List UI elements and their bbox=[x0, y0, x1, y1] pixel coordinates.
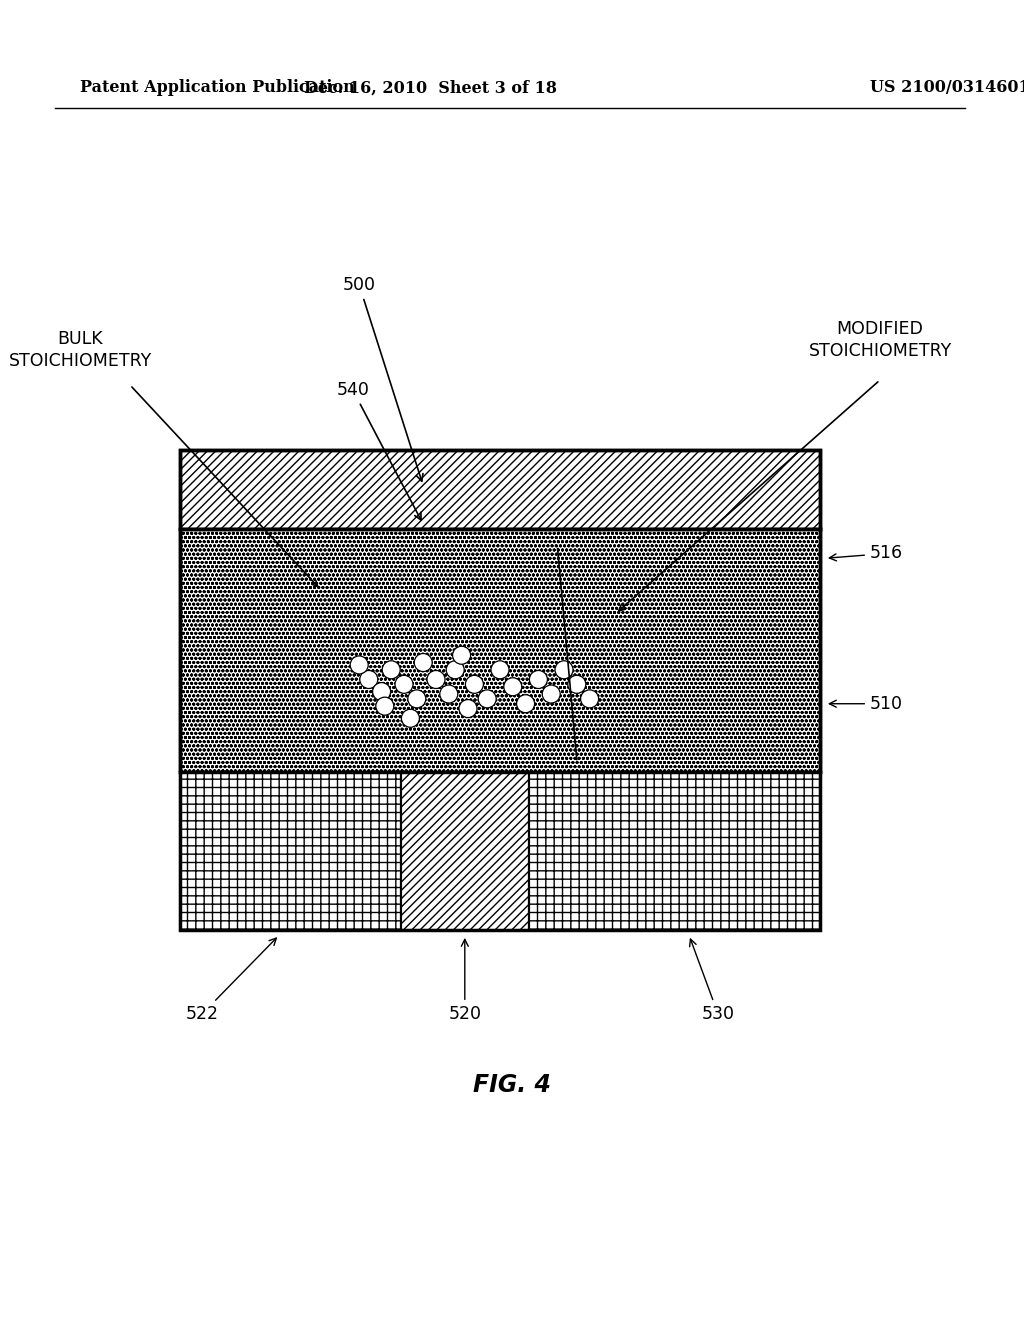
Circle shape bbox=[359, 671, 378, 689]
Text: Dec. 16, 2010  Sheet 3 of 18: Dec. 16, 2010 Sheet 3 of 18 bbox=[303, 79, 556, 96]
Circle shape bbox=[504, 677, 522, 696]
Circle shape bbox=[382, 661, 400, 678]
Circle shape bbox=[453, 647, 471, 664]
Text: 500: 500 bbox=[343, 276, 423, 482]
Circle shape bbox=[427, 671, 445, 689]
Text: 520: 520 bbox=[449, 940, 481, 1023]
Circle shape bbox=[446, 661, 464, 678]
Circle shape bbox=[567, 676, 586, 693]
Circle shape bbox=[395, 676, 413, 693]
Circle shape bbox=[478, 690, 497, 708]
Text: FIG. 4: FIG. 4 bbox=[473, 1073, 551, 1097]
Circle shape bbox=[376, 697, 394, 715]
Bar bbox=[180, 772, 400, 931]
Circle shape bbox=[581, 690, 599, 708]
Circle shape bbox=[401, 709, 420, 727]
Circle shape bbox=[373, 682, 390, 701]
Bar bbox=[180, 450, 820, 931]
Text: 522: 522 bbox=[185, 939, 276, 1023]
Text: BULK
STOICHIOMETRY: BULK STOICHIOMETRY bbox=[8, 330, 152, 370]
Bar bbox=[400, 772, 528, 931]
Text: 510: 510 bbox=[829, 694, 903, 713]
Circle shape bbox=[439, 685, 458, 704]
Circle shape bbox=[414, 653, 432, 672]
Text: 530: 530 bbox=[689, 939, 734, 1023]
Circle shape bbox=[350, 656, 369, 675]
Circle shape bbox=[529, 671, 548, 689]
Circle shape bbox=[516, 694, 535, 713]
Bar bbox=[180, 529, 820, 772]
Text: 540: 540 bbox=[336, 381, 421, 520]
Text: 516: 516 bbox=[829, 544, 903, 562]
Text: MODIFIED
STOICHIOMETRY: MODIFIED STOICHIOMETRY bbox=[808, 319, 951, 360]
Bar bbox=[180, 450, 820, 529]
Circle shape bbox=[408, 690, 426, 708]
Circle shape bbox=[459, 700, 477, 718]
Text: Patent Application Publication: Patent Application Publication bbox=[80, 79, 354, 96]
Circle shape bbox=[465, 676, 483, 693]
Circle shape bbox=[555, 661, 573, 678]
Circle shape bbox=[490, 661, 509, 678]
Text: US 2100/0314601 A1: US 2100/0314601 A1 bbox=[870, 79, 1024, 96]
Circle shape bbox=[542, 685, 560, 704]
Bar bbox=[528, 772, 820, 931]
